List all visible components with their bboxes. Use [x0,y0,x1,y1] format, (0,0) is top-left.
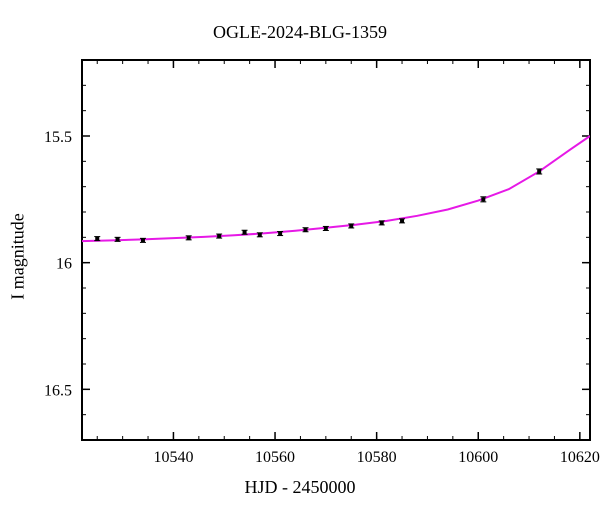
svg-text:10560: 10560 [255,449,295,466]
svg-text:15.5: 15.5 [44,129,72,146]
svg-text:10580: 10580 [357,449,397,466]
y-axis-label: I magnitude [8,0,28,512]
svg-text:10620: 10620 [560,449,600,466]
x-axis-label: HJD - 2450000 [0,477,600,498]
svg-text:10540: 10540 [153,449,193,466]
svg-text:16: 16 [56,256,72,273]
svg-text:16.5: 16.5 [44,382,72,399]
light-curve-chart: OGLE-2024-BLG-1359 I magnitude HJD - 245… [0,0,600,512]
plot-area: 10540 10560 10580 10600 10620 15.5 16 16.5 [0,0,600,512]
chart-title: OGLE-2024-BLG-1359 [0,22,600,43]
svg-text:10600: 10600 [458,449,498,466]
